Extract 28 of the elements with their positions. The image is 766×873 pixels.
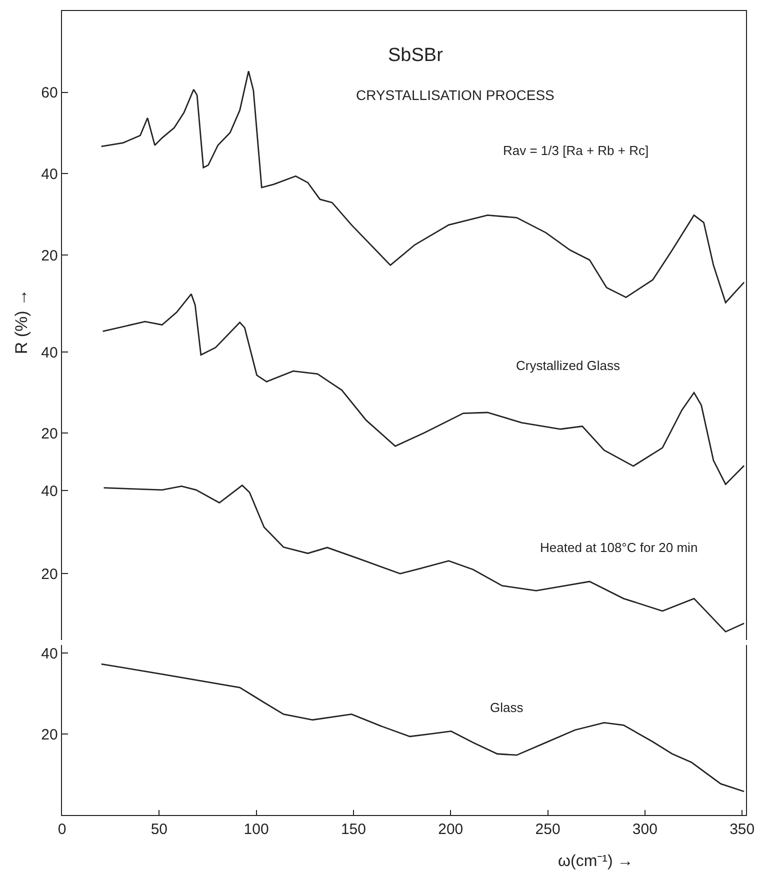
y-tick-label: 40 — [41, 645, 58, 662]
y-tick-label: 20 — [41, 246, 58, 264]
x-tick-label: 350 — [730, 821, 755, 838]
x-tick-label: 100 — [244, 821, 269, 838]
text: Crystallized Glass — [516, 358, 621, 373]
text: Heated at 108°C for 20 min — [540, 540, 698, 555]
text: Rav = 1/3 [Ra + Rb + Rc] — [503, 142, 649, 158]
line-series — [103, 484, 745, 632]
y-tick-label: 20 — [41, 726, 58, 744]
line-series — [102, 293, 745, 486]
x-axis-title: ω(cm⁻¹) → — [558, 853, 634, 870]
x-tick-label: 250 — [535, 821, 560, 838]
y-axis-title: R (%) → — [12, 288, 31, 354]
text: SbSBr — [388, 44, 444, 66]
x-tick-label: 0 — [58, 821, 66, 838]
y-tick-label: 40 — [41, 166, 58, 183]
y-tick-label: 40 — [41, 482, 58, 500]
x-tick-label: 300 — [632, 821, 658, 838]
y-tick-label: 20 — [41, 566, 58, 583]
line-series — [100, 663, 745, 792]
x-tick-label: 200 — [438, 821, 464, 838]
x-tick-label: 50 — [150, 821, 168, 838]
y-tick-label: 40 — [41, 344, 58, 362]
x-tick-label: 150 — [340, 821, 366, 838]
text: CRYSTALLISATION PROCESS — [356, 86, 554, 103]
y-tick-label: 60 — [41, 84, 58, 102]
text: Glass — [490, 700, 524, 715]
y-tick-label: 20 — [41, 425, 58, 442]
